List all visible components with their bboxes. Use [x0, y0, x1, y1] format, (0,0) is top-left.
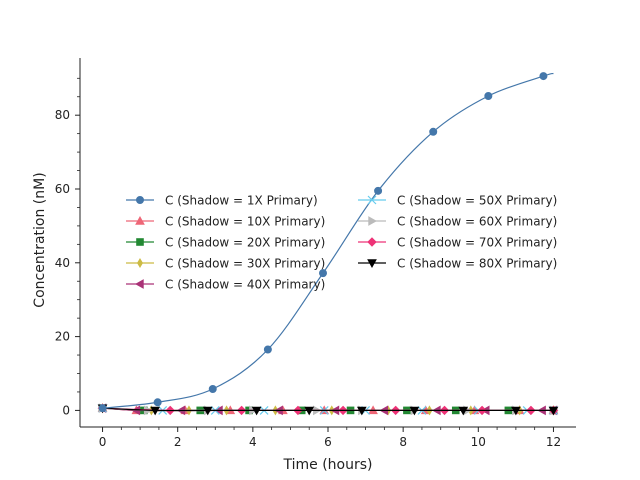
legend-entry-3: C (Shadow = 20X Primary) [126, 236, 325, 250]
legend-label: C (Shadow = 60X Primary) [397, 215, 557, 229]
data-point [208, 384, 217, 393]
legend-marker [136, 196, 144, 204]
data-point [511, 406, 521, 416]
y-tick-label: 20 [55, 330, 70, 344]
data-point [539, 72, 548, 81]
legend-label: C (Shadow = 80X Primary) [397, 257, 557, 271]
series-line [102, 407, 554, 412]
legend-marker [367, 195, 377, 205]
legend-entry-5: C (Shadow = 40X Primary) [126, 278, 325, 292]
data-point [98, 404, 107, 413]
legend-entry-1: C (Shadow = 1X Primary) [126, 194, 318, 208]
legend-marker [135, 215, 145, 225]
legend-entry-8: C (Shadow = 70X Primary) [358, 236, 557, 250]
legend-marker [367, 259, 377, 269]
y-tick-label: 80 [55, 108, 70, 122]
x-tick-label: 10 [471, 435, 486, 449]
legend-label: C (Shadow = 70X Primary) [397, 236, 557, 250]
legend-label: C (Shadow = 1X Primary) [165, 194, 318, 208]
legend-marker [136, 238, 144, 246]
series-1 [98, 72, 554, 413]
data-point [458, 406, 469, 416]
x-tick-label: 2 [174, 435, 182, 449]
data-point [374, 186, 383, 195]
data-point [153, 398, 162, 407]
x-tick-label: 4 [249, 435, 257, 449]
y-tick-label: 40 [55, 256, 70, 270]
data-point [548, 406, 559, 416]
legend: C (Shadow = 1X Primary) C (Shadow = 10X P… [126, 194, 557, 292]
x-tick-label: 6 [324, 435, 332, 449]
data-point [409, 406, 420, 416]
series-line [102, 72, 554, 409]
data-point [484, 92, 493, 101]
data-point [150, 406, 161, 416]
data-point [251, 406, 262, 416]
data-point [356, 406, 367, 416]
legend-label: C (Shadow = 40X Primary) [165, 278, 325, 292]
data-point [304, 406, 315, 416]
data-point [263, 345, 272, 354]
y-tick-label: 0 [62, 403, 70, 417]
legend-marker [367, 237, 377, 247]
data-point [319, 269, 328, 278]
legend-label: C (Shadow = 20X Primary) [165, 236, 325, 250]
x-tick-label: 8 [399, 435, 407, 449]
data-point [202, 406, 213, 416]
legend-entry-9: C (Shadow = 80X Primary) [358, 257, 557, 271]
legend-label: C (Shadow = 50X Primary) [397, 194, 557, 208]
legend-entry-2: C (Shadow = 10X Primary) [126, 215, 325, 229]
legend-entry-6: C (Shadow = 50X Primary) [358, 194, 557, 208]
plot-area [97, 72, 559, 416]
x-tick-label: 12 [546, 435, 561, 449]
x-axis-label: Time (hours) [283, 457, 373, 473]
legend-marker [137, 258, 143, 268]
data-point [429, 127, 438, 136]
x-tick-label: 0 [99, 435, 107, 449]
legend-entry-7: C (Shadow = 60X Primary) [358, 215, 557, 229]
legend-label: C (Shadow = 10X Primary) [165, 215, 325, 229]
axes: 0 2 4 6 8 10 12 0 20 40 60 80 [55, 58, 576, 449]
y-axis-label: Concentration (nM) [32, 172, 48, 307]
y-tick-label: 60 [55, 182, 70, 196]
legend-entry-4: C (Shadow = 30X Primary) [126, 257, 325, 271]
legend-label: C (Shadow = 30X Primary) [165, 257, 325, 271]
legend-marker [134, 279, 144, 289]
legend-marker [368, 216, 378, 226]
